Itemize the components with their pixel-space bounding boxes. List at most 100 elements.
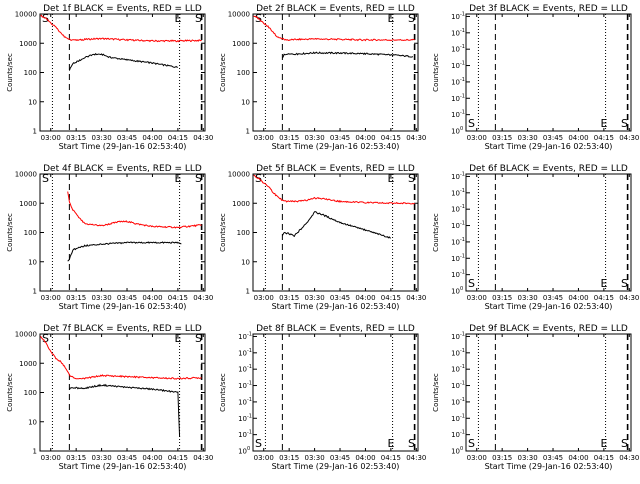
- x-tick-label: 04:00: [568, 134, 588, 142]
- y-tick-exponent: -1: [460, 110, 465, 116]
- plot-frame: [465, 173, 632, 292]
- panel-title: Det 8f BLACK = Events, RED = LLD: [256, 324, 415, 334]
- y-tick-label: 10: [241, 258, 250, 266]
- y-tick-label: 10: [238, 333, 247, 341]
- time-flag-s: S: [42, 332, 49, 345]
- y-tick-label: 10: [238, 349, 247, 357]
- y-tick-label: 1000: [19, 360, 37, 368]
- x-tick-label: 03:15: [279, 454, 299, 462]
- y-tick-label: 10: [28, 98, 37, 106]
- x-tick-label: 03:15: [492, 294, 512, 302]
- x-tick-label: 03:15: [66, 454, 86, 462]
- y-axis-label: Counts/sec: [432, 213, 440, 252]
- y-tick-label: 1: [246, 128, 250, 136]
- x-tick-label: 03:30: [517, 454, 537, 462]
- y-tick-label: 100: [24, 69, 37, 77]
- time-flag-s: S: [621, 117, 628, 130]
- time-flag-s: S: [408, 172, 415, 185]
- y-tick-exponent: -1: [460, 364, 465, 370]
- x-tick-label: 03:00: [467, 134, 487, 142]
- x-tick-label: 03:30: [304, 134, 324, 142]
- x-tick-label: 03:00: [467, 294, 487, 302]
- x-tick-label: 03:00: [41, 134, 61, 142]
- y-tick-label: 10: [451, 13, 460, 21]
- y-tick-label: 10: [451, 415, 460, 423]
- x-axis-label: Start Time (29-Jan-16 02:53:40): [272, 302, 400, 311]
- y-tick-exponent: -1: [460, 430, 465, 436]
- x-tick-label: 04:15: [594, 294, 614, 302]
- series-events-line: [281, 51, 414, 59]
- y-tick-exponent: 0: [247, 446, 250, 452]
- x-tick-label: 03:30: [517, 134, 537, 142]
- y-tick-label: 10: [451, 448, 460, 456]
- time-flag-s: S: [408, 437, 415, 450]
- plot-frame: [465, 13, 632, 132]
- y-tick-exponent: 0: [460, 286, 463, 292]
- panel-title: Det 7f BLACK = Events, RED = LLD: [43, 324, 202, 334]
- y-tick-exponent: -1: [247, 348, 252, 354]
- y-tick-label: 10: [28, 418, 37, 426]
- y-tick-exponent: -1: [460, 28, 465, 34]
- series-lld-line: [40, 14, 202, 43]
- y-tick-label: 10: [451, 173, 460, 181]
- panel-det-6: Det 6f BLACK = Events, RED = LLD 03:00 03:…: [432, 164, 639, 311]
- x-axis-label: Start Time (29-Jan-16 02:53:40): [59, 142, 187, 151]
- x-axis-label: Start Time (29-Jan-16 02:53:40): [485, 302, 613, 311]
- y-tick-label: 1000: [232, 200, 250, 208]
- x-tick-label: 04:15: [168, 454, 188, 462]
- time-flag-s: S: [468, 437, 475, 450]
- series-events-line: [68, 383, 181, 438]
- x-tick-label: 04:15: [381, 134, 401, 142]
- y-tick-label: 10: [238, 448, 247, 456]
- time-flag-e: E: [600, 277, 607, 290]
- x-tick-label: 04:30: [193, 454, 213, 462]
- x-tick-label: 04:30: [193, 134, 213, 142]
- panel-title: Det 9f BLACK = Events, RED = LLD: [469, 324, 628, 334]
- y-tick-label: 10: [451, 128, 460, 136]
- y-tick-label: 10000: [15, 171, 37, 179]
- y-axis-label: Counts/sec: [432, 53, 440, 92]
- x-tick-label: 03:30: [304, 454, 324, 462]
- x-axis-label: Start Time (29-Jan-16 02:53:40): [59, 462, 187, 471]
- plot-frame: [252, 173, 419, 292]
- x-tick-label: 03:45: [117, 454, 137, 462]
- x-tick-label: 03:15: [279, 134, 299, 142]
- time-flag-s: S: [408, 12, 415, 25]
- y-tick-exponent: -1: [460, 237, 465, 243]
- plot-frame: [39, 173, 206, 292]
- x-tick-label: 04:15: [381, 294, 401, 302]
- time-flag-s: S: [621, 437, 628, 450]
- panel-det-1: Det 1f BLACK = Events, RED = LLD 03:00 03:…: [6, 4, 213, 151]
- panel-title: Det 5f BLACK = Events, RED = LLD: [256, 164, 415, 174]
- y-tick-exponent: -1: [247, 397, 252, 403]
- y-tick-label: 10: [241, 98, 250, 106]
- y-tick-label: 10: [451, 111, 460, 119]
- y-axis-label: Counts/sec: [6, 213, 14, 252]
- x-tick-label: 03:45: [543, 134, 563, 142]
- time-flag-e: E: [387, 172, 394, 185]
- y-tick-exponent: -1: [460, 188, 465, 194]
- y-tick-label: 10: [451, 366, 460, 374]
- time-flag-s: S: [468, 277, 475, 290]
- x-tick-label: 03:15: [492, 134, 512, 142]
- y-tick-label: 10: [451, 288, 460, 296]
- y-tick-exponent: -1: [460, 221, 465, 227]
- series-lld-line: [253, 15, 415, 42]
- y-tick-label: 1: [33, 128, 37, 136]
- panel-title: Det 1f BLACK = Events, RED = LLD: [43, 4, 202, 14]
- x-tick-label: 03:45: [543, 294, 563, 302]
- y-tick-exponent: -1: [460, 381, 465, 387]
- y-tick-exponent: -1: [460, 77, 465, 83]
- time-flag-e: E: [387, 12, 394, 25]
- x-tick-label: 04:00: [355, 134, 375, 142]
- x-tick-label: 04:15: [168, 134, 188, 142]
- plot-frame: [252, 13, 419, 132]
- series-events-line: [67, 241, 182, 262]
- x-tick-label: 04:30: [406, 294, 426, 302]
- y-axis-label: Counts/sec: [219, 213, 227, 252]
- y-tick-exponent: -1: [460, 11, 465, 17]
- y-tick-label: 1: [246, 288, 250, 296]
- y-tick-label: 10: [451, 62, 460, 70]
- y-tick-label: 10000: [228, 171, 250, 179]
- y-tick-exponent: -1: [247, 331, 252, 337]
